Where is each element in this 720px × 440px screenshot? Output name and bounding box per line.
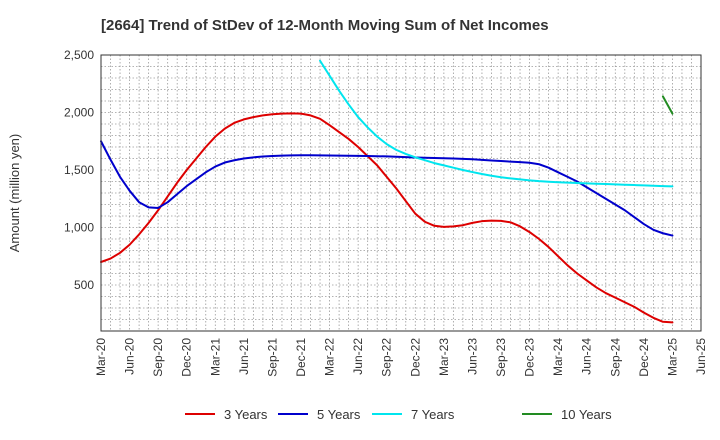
- legend-item: 7 Years: [372, 407, 455, 422]
- series-lines: [100, 59, 674, 324]
- series-line-7-years: [319, 59, 674, 188]
- x-tick-label: Jun-20: [123, 338, 137, 375]
- y-tick-label: 2,500: [64, 48, 94, 62]
- legend-item: 5 Years: [278, 407, 361, 422]
- x-tick-label: Sep-23: [494, 338, 508, 377]
- y-tick-label: 1,000: [64, 221, 94, 235]
- series-line-5-years: [100, 140, 674, 237]
- x-tick-label: Dec-20: [180, 338, 194, 377]
- x-tick-label: Dec-22: [408, 338, 422, 377]
- x-tick-label: Jun-22: [351, 338, 365, 375]
- x-tick-label: Mar-20: [94, 338, 108, 376]
- x-tick-label: Sep-21: [265, 338, 279, 377]
- x-tick-label: Dec-21: [294, 338, 308, 377]
- series-line-3-years: [100, 112, 674, 324]
- x-tick-label: Mar-21: [208, 338, 222, 376]
- x-tick-label: Sep-20: [151, 338, 165, 377]
- series-line-10-years: [661, 95, 674, 115]
- x-tick-label: Mar-25: [665, 338, 679, 376]
- y-tick-label: 1,500: [64, 163, 94, 177]
- y-tick-label: 2,000: [64, 106, 94, 120]
- grid: [101, 55, 701, 331]
- x-tick-label: Jun-24: [580, 338, 594, 375]
- y-axis-label: Amount (million yen): [7, 134, 22, 253]
- x-tick-label: Mar-22: [323, 338, 337, 376]
- x-tick-label: Jun-25: [694, 338, 708, 375]
- chart-title: [2664] Trend of StDev of 12-Month Moving…: [101, 17, 549, 34]
- x-tick-label: Mar-23: [437, 338, 451, 376]
- y-axis-ticks: 500 1,000 1,500 2,000 2,500: [64, 48, 94, 292]
- x-tick-label: Dec-23: [523, 338, 537, 377]
- x-tick-label: Dec-24: [637, 338, 651, 377]
- legend: 3 Years 5 Years 7 Years 10 Years: [185, 407, 612, 422]
- x-axis-ticks: Mar-20 Jun-20 Sep-20 Dec-20 Mar-21 Jun-21 Sep-…: [94, 338, 708, 377]
- legend-item: 3 Years: [185, 407, 268, 422]
- x-tick-label: Sep-22: [380, 338, 394, 377]
- legend-label: 10 Years: [561, 407, 612, 422]
- x-tick-label: Jun-23: [465, 338, 479, 375]
- y-tick-label: 500: [74, 278, 94, 292]
- legend-label: 5 Years: [317, 407, 361, 422]
- plot-area: [100, 54, 702, 332]
- x-tick-label: Jun-21: [237, 338, 251, 375]
- legend-label: 3 Years: [224, 407, 268, 422]
- legend-item: 10 Years: [522, 407, 612, 422]
- x-tick-label: Mar-24: [551, 338, 565, 376]
- x-tick-label: Sep-24: [608, 338, 622, 377]
- legend-label: 7 Years: [411, 407, 455, 422]
